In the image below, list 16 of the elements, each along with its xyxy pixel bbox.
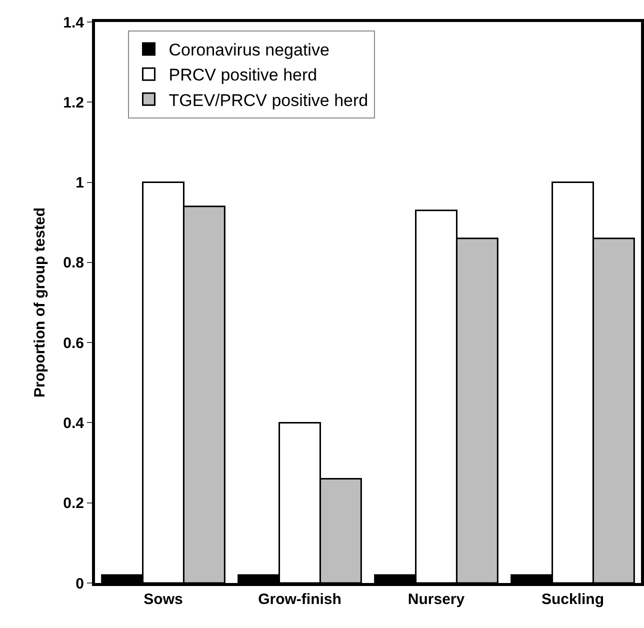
x-tick-label: Nursery — [408, 591, 466, 608]
y-tick-label: 0.6 — [63, 334, 84, 352]
y-axis-title: Proportion of group tested — [31, 208, 48, 398]
legend-label: PRCV positive herd — [168, 66, 318, 85]
legend-label: TGEV/PRCV positive herd — [168, 90, 368, 110]
y-tick-label: 0 — [76, 575, 84, 592]
x-tick-label: Suckling — [541, 591, 604, 608]
y-tick-label: 0.4 — [63, 414, 85, 432]
y-tick-label: 1.4 — [63, 14, 85, 32]
x-tick-label: Grow-finish — [258, 591, 342, 608]
x-tick-label: Sows — [144, 591, 183, 608]
legend-label: Coronavirus negative — [168, 40, 330, 60]
y-tick-label: 1.2 — [63, 94, 84, 112]
y-tick-label: 1 — [76, 174, 84, 192]
y-tick-label: 0.8 — [63, 254, 84, 272]
y-tick-label: 0.2 — [63, 495, 84, 512]
